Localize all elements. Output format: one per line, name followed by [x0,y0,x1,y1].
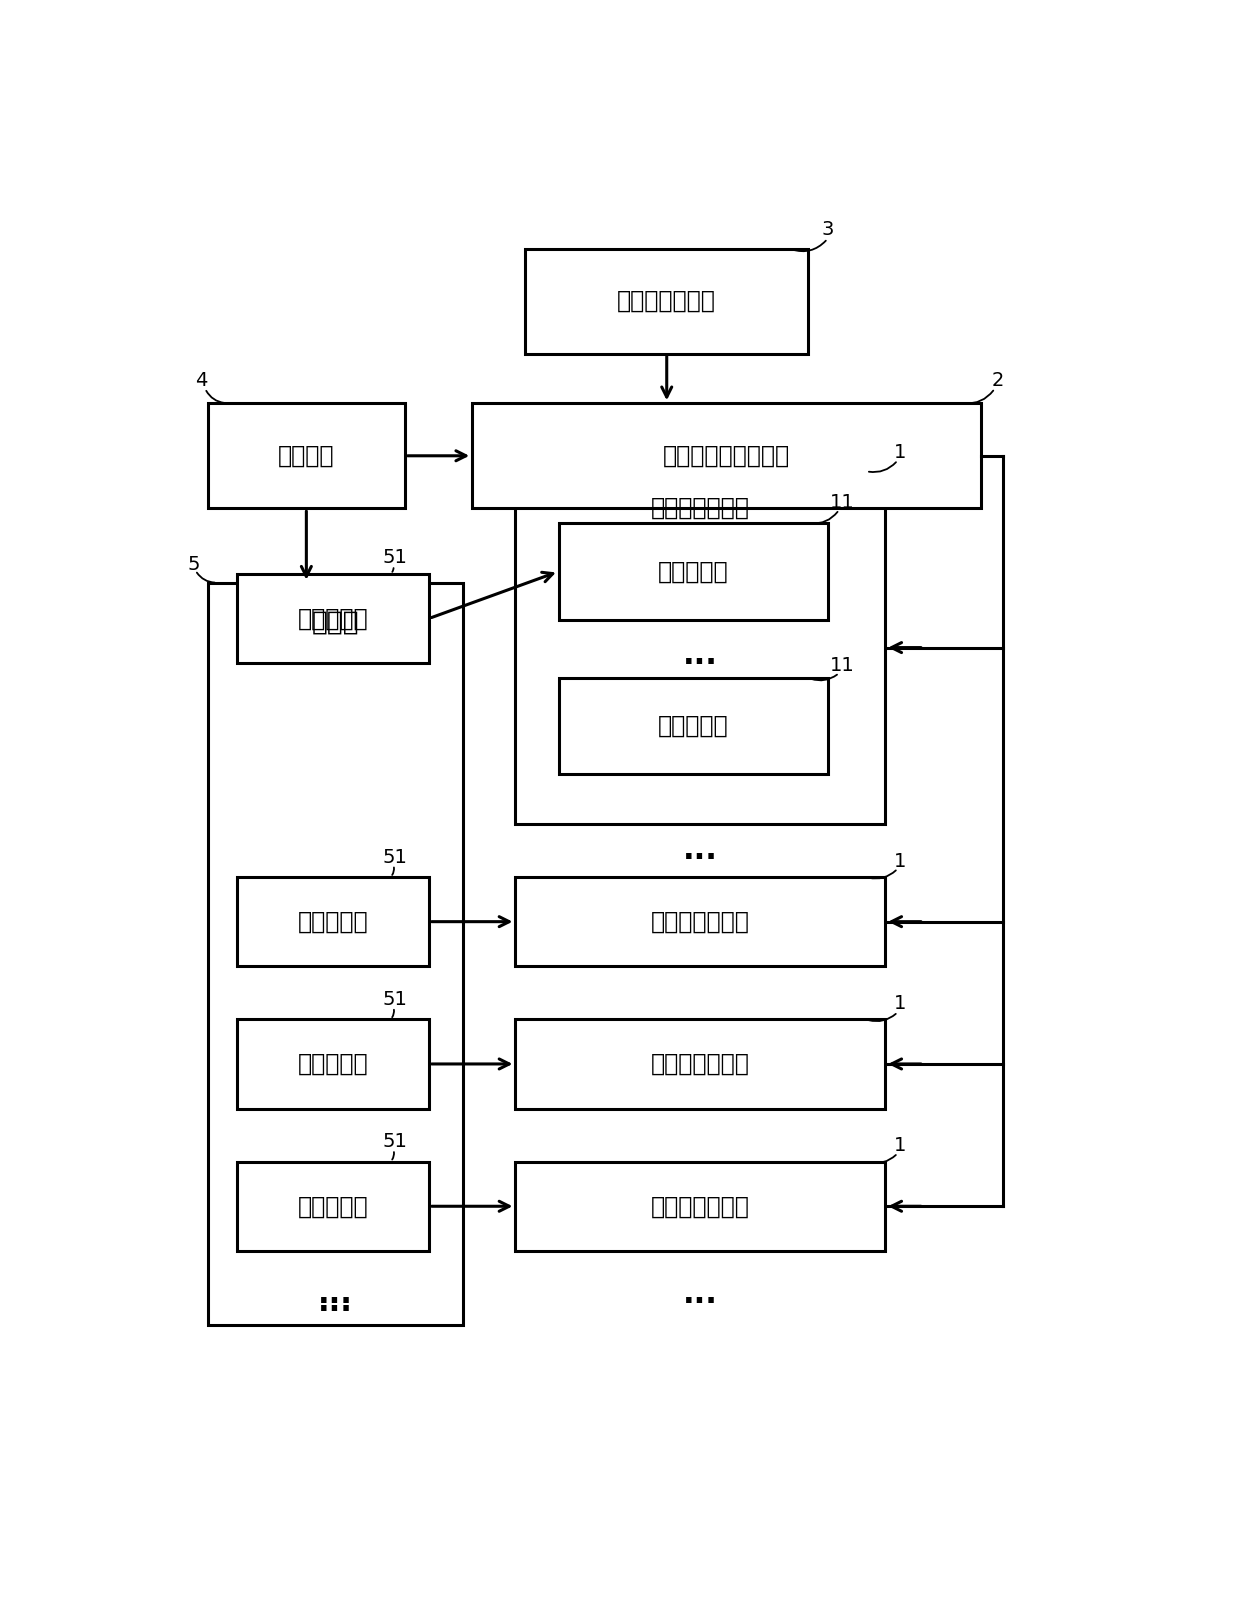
Text: 51: 51 [383,548,408,567]
Text: 微控制器: 微控制器 [278,444,335,468]
Text: ...: ... [683,836,718,865]
Text: 3: 3 [822,220,833,239]
Text: ...: ... [683,641,718,670]
Bar [237,877,429,966]
Text: 选择器: 选择器 [311,609,360,636]
Text: 1: 1 [894,993,906,1012]
Text: 晶体管开关: 晶体管开关 [298,910,368,934]
Bar [237,1019,429,1109]
Text: 发光二极管群组: 发光二极管群组 [651,1194,750,1218]
Bar [516,877,885,966]
Text: 晶体管开关: 晶体管开关 [298,606,368,630]
Text: 4: 4 [195,371,207,391]
Text: ...: ... [317,1289,352,1318]
Text: ...: ... [683,1279,718,1308]
Bar [516,471,885,824]
Bar [208,583,463,1326]
Text: 发光二极管群组: 发光二极管群组 [651,1053,750,1077]
Text: 51: 51 [383,990,408,1009]
Bar [558,678,828,775]
Text: 11: 11 [830,493,854,511]
Text: 2: 2 [992,371,1004,391]
Text: 51: 51 [383,1133,408,1152]
Text: 11: 11 [830,656,854,675]
Bar [525,249,808,354]
Bar [237,1162,429,1250]
Text: 发光二极管群组: 发光二极管群组 [651,497,750,521]
Text: 脉宽调变生成器: 脉宽调变生成器 [618,289,717,313]
Text: 1: 1 [894,852,906,871]
Text: 5: 5 [187,554,200,574]
Text: 1: 1 [894,1136,906,1155]
Text: 发光二极管: 发光二极管 [658,559,728,583]
Text: 发光二极管驱动芯片: 发光二极管驱动芯片 [663,444,790,468]
Bar [558,524,828,620]
Bar [237,574,429,664]
Text: 51: 51 [383,848,408,866]
Text: 发光二极管: 发光二极管 [658,714,728,738]
Text: 1: 1 [894,444,906,463]
Text: ...: ... [317,1279,352,1308]
Text: 晶体管开关: 晶体管开关 [298,1053,368,1077]
Bar [516,1162,885,1250]
Text: 晶体管开关: 晶体管开关 [298,1194,368,1218]
Bar [472,403,982,508]
Bar [516,1019,885,1109]
Bar [208,403,404,508]
Text: 发光二极管群组: 发光二极管群组 [651,910,750,934]
